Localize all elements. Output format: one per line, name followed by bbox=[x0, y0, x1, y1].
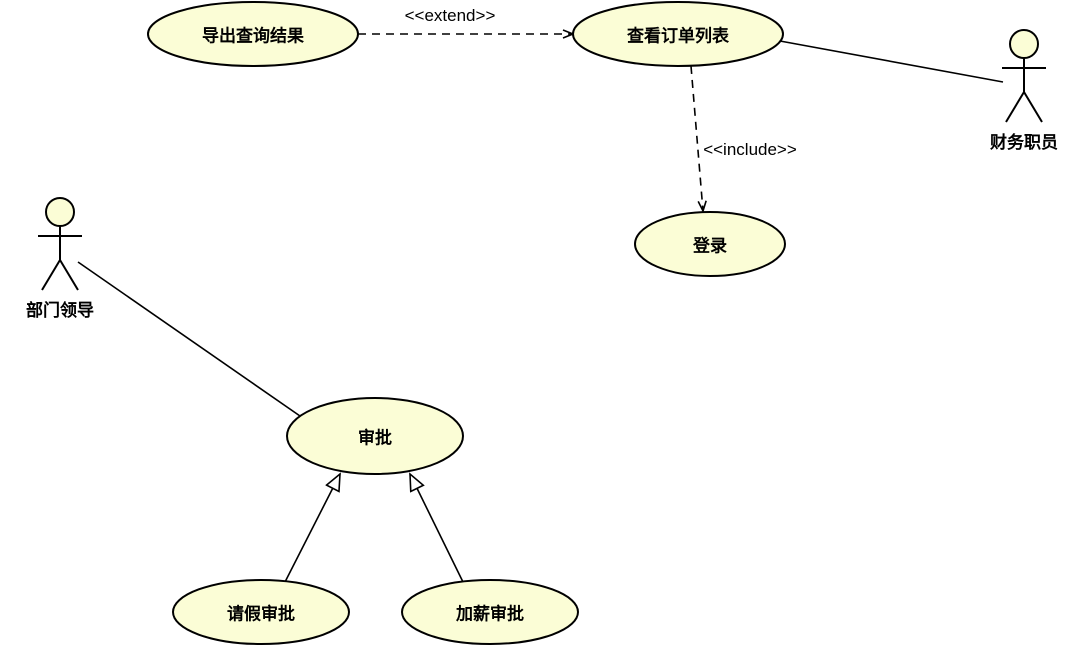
edge-gen-leave bbox=[285, 474, 340, 582]
edge-leader-assoc bbox=[78, 262, 300, 416]
usecase-approve bbox=[287, 398, 463, 474]
actor-finance bbox=[1002, 30, 1046, 122]
usecase-login bbox=[635, 212, 785, 276]
usecase-view-orders bbox=[573, 2, 783, 66]
edge-gen-raise bbox=[410, 474, 463, 582]
edge-include bbox=[691, 66, 703, 211]
diagram-canvas bbox=[0, 0, 1080, 664]
label-actor-leader: 部门领导 bbox=[26, 296, 94, 321]
edge-finance-assoc bbox=[780, 41, 1003, 82]
label-actor-finance: 财务职员 bbox=[990, 128, 1058, 153]
actor-leader bbox=[38, 198, 82, 290]
usecase-export bbox=[148, 2, 358, 66]
usecase-raise-approve bbox=[402, 580, 578, 644]
usecase-leave-approve bbox=[173, 580, 349, 644]
